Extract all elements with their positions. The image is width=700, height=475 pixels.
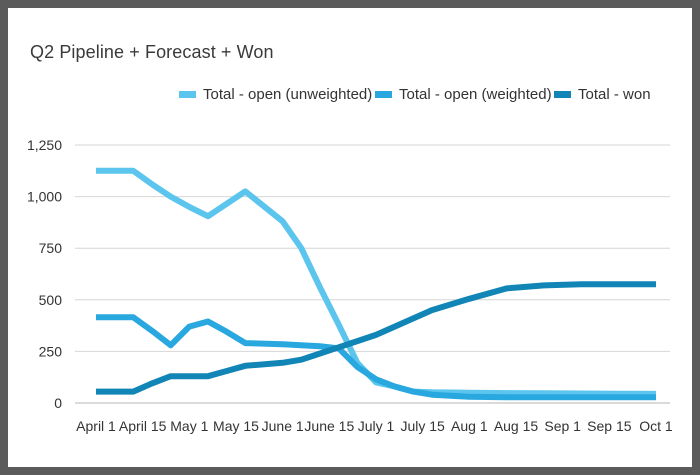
y-tick-label: 250 xyxy=(39,343,63,359)
chart-title: Q2 Pipeline + Forecast + Won xyxy=(30,42,274,62)
y-tick-label: 750 xyxy=(39,240,63,256)
legend-swatch-won xyxy=(554,91,571,98)
x-tick-label: May 15 xyxy=(213,418,259,434)
x-tick-label: Aug 15 xyxy=(494,418,539,434)
y-tick-label: 0 xyxy=(54,395,62,411)
y-tick-label: 1,000 xyxy=(27,189,62,205)
x-tick-label: July 1 xyxy=(358,418,395,434)
legend-label-won: Total - won xyxy=(578,86,651,103)
x-tick-label: Aug 1 xyxy=(451,418,488,434)
legend-item-won: Total - won xyxy=(554,86,651,103)
legend-item-unweighted: Total - open (unweighted) xyxy=(179,86,372,103)
y-axis: 0 250 500 750 1,000 1,250 xyxy=(27,137,62,411)
legend-swatch-unweighted xyxy=(179,91,196,98)
x-tick-label: Sep 1 xyxy=(544,418,581,434)
x-tick-label: June 1 xyxy=(262,418,304,434)
legend-label-unweighted: Total - open (unweighted) xyxy=(203,86,373,103)
y-tick-label: 1,250 xyxy=(27,137,62,153)
legend-label-weighted: Total - open (weighted) xyxy=(399,86,552,103)
x-tick-label: April 1 xyxy=(76,418,116,434)
x-tick-label: July 15 xyxy=(400,418,445,434)
x-axis: April 1 April 15 May 1 May 15 June 1 June 15 J… xyxy=(76,418,673,434)
chart-legend: Total - open (unweighted) Total - open (… xyxy=(8,86,692,108)
legend-item-weighted: Total - open (weighted) xyxy=(375,86,552,103)
series-line-won xyxy=(96,281,656,395)
x-tick-label: Oct 1 xyxy=(639,418,673,434)
x-tick-label: Sep 15 xyxy=(587,418,632,434)
grid-layer xyxy=(75,144,670,404)
x-tick-label: June 15 xyxy=(304,418,354,434)
series-layer xyxy=(96,167,657,401)
y-tick-label: 500 xyxy=(39,292,63,308)
series-line-open-unweighted xyxy=(96,167,657,397)
x-tick-label: May 1 xyxy=(170,418,208,434)
chart-frame: Q2 Pipeline + Forecast + Won Total - ope… xyxy=(8,8,692,467)
x-tick-label: April 15 xyxy=(119,418,167,434)
legend-swatch-weighted xyxy=(375,91,392,98)
